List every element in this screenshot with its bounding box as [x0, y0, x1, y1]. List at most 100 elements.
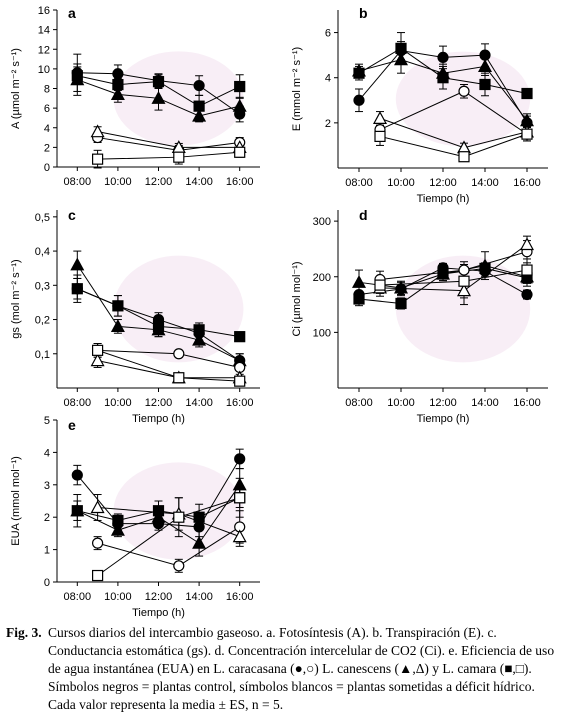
filled-square-point — [71, 505, 83, 517]
open-square-point — [173, 511, 185, 523]
figure-caption: Fig. 3. Cursos diarios del intercambio g… — [6, 624, 564, 714]
filled-circle-point — [353, 94, 365, 106]
x-axis-label: Tiempo (h) — [132, 607, 185, 619]
x-tick-label: 10:00 — [104, 176, 132, 188]
filled-square-point — [234, 80, 246, 93]
y-tick-label: 4 — [44, 447, 50, 459]
filled-square-point — [234, 331, 246, 343]
filled-triangle-point — [110, 87, 125, 100]
y-axis-label: Ci (µmol mol⁻¹) — [291, 261, 303, 336]
filled-triangle-point — [393, 280, 409, 294]
filled-triangle-point — [192, 535, 207, 549]
filled-circle-point — [234, 453, 246, 465]
x-axis-label: Tiempo (h) — [132, 413, 185, 425]
x-tick-label: 08:00 — [64, 176, 92, 188]
panel-a: 0 2 4 6 8 10 12 14 16 08:00 10:00 12:00 14:00 16:00 A … — [10, 5, 260, 188]
x-tick-label: 12:00 — [145, 591, 173, 603]
panel-letter: b — [359, 5, 368, 21]
y-tick-label: 6 — [44, 103, 50, 115]
filled-square-point — [152, 505, 165, 517]
y-tick-label: 10 — [38, 64, 50, 76]
filled-triangle-point — [477, 59, 493, 73]
filled-circle-point — [437, 51, 449, 64]
y-tick-label: 0,5 — [35, 212, 50, 224]
filled-square-point — [395, 42, 407, 54]
filled-circle-point — [193, 521, 205, 533]
y-tick-label: 0,1 — [35, 349, 50, 361]
filled-triangle-point — [110, 522, 125, 536]
panel-e: 0 1 2 3 4 5 08:00 10:00 12:00 14:00 16:00 Tiempo (h… — [10, 415, 260, 619]
y-tick-label: 6 — [325, 28, 331, 40]
y-tick-label: 16 — [38, 5, 50, 17]
filled-triangle-point — [151, 91, 166, 104]
open-square-point — [374, 130, 386, 142]
open-circle-point — [173, 348, 185, 360]
open-square-point — [234, 492, 246, 504]
open-square-point — [234, 375, 246, 387]
panel-letter: e — [68, 417, 76, 433]
y-axis-label: EUA (mmol mol⁻¹) — [10, 456, 22, 546]
filled-square-point — [521, 87, 533, 100]
x-tick-label: 10:00 — [387, 397, 415, 409]
filled-square-point — [71, 283, 83, 295]
x-tick-label: 16:00 — [226, 591, 254, 603]
y-tick-label: 8 — [44, 84, 50, 96]
caption-label: Fig. 3. — [6, 625, 42, 640]
background-haze — [113, 255, 244, 363]
x-tick-label: 12:00 — [429, 177, 457, 189]
x-tick-label: 14:00 — [471, 397, 499, 409]
open-circle-point — [91, 537, 104, 549]
y-tick-label: 300 — [313, 216, 331, 228]
background-haze — [395, 255, 531, 363]
y-tick-label: 100 — [313, 327, 331, 339]
y-tick-label: 5 — [44, 415, 50, 427]
x-axis-label: Tiempo (h) — [417, 413, 470, 425]
filled-square-point — [71, 70, 83, 82]
y-tick-label: 2 — [44, 142, 50, 154]
background-haze — [395, 51, 531, 147]
open-square-point — [458, 275, 470, 287]
x-tick-label: 14:00 — [471, 177, 499, 189]
panel-c: 0,1 0,2 0,3 0,4 0,5 08:00 10:00 12:00 14:00 16:00… — [10, 207, 260, 425]
open-square-point — [234, 146, 246, 158]
filled-square-point — [112, 514, 124, 527]
filled-square-point — [437, 268, 449, 280]
filled-square-point — [112, 300, 124, 312]
x-tick-label: 16:00 — [226, 176, 254, 188]
x-tick-label: 14:00 — [185, 176, 213, 188]
open-triangle-point — [90, 353, 105, 367]
x-tick-label: 12:00 — [145, 176, 173, 188]
filled-circle-point — [112, 68, 124, 80]
open-triangle-point — [90, 500, 105, 514]
background-haze — [113, 51, 244, 146]
y-tick-label: 2 — [325, 118, 331, 130]
filled-triangle-point — [110, 319, 125, 332]
y-tick-label: 4 — [325, 73, 331, 85]
series-line — [97, 360, 240, 379]
x-tick-label: 08:00 — [345, 177, 373, 189]
y-tick-label: 0,3 — [35, 280, 50, 292]
y-tick-label: 4 — [44, 123, 50, 135]
filled-triangle-point — [192, 108, 207, 122]
open-square-point — [374, 279, 386, 291]
filled-triangle-point — [393, 52, 409, 66]
filled-triangle-point — [151, 509, 166, 523]
x-tick-label: 08:00 — [345, 397, 373, 409]
x-tick-label: 12:00 — [145, 397, 173, 409]
x-tick-label: 10:00 — [104, 397, 132, 409]
y-tick-label: 2 — [44, 512, 50, 524]
x-tick-label: 16:00 — [226, 397, 254, 409]
filled-square-point — [353, 67, 365, 79]
x-tick-label: 12:00 — [429, 397, 457, 409]
filled-square-point — [193, 100, 205, 112]
open-triangle-point — [232, 529, 247, 543]
y-tick-label: 0 — [44, 162, 50, 174]
y-tick-label: 1 — [44, 545, 50, 557]
filled-triangle-point — [351, 275, 367, 288]
open-triangle-point — [372, 111, 388, 124]
filled-square-point — [353, 293, 365, 305]
filled-square-point — [193, 511, 205, 523]
filled-triangle-point — [192, 332, 207, 346]
x-tick-label: 14:00 — [185, 397, 213, 409]
panel-letter: a — [68, 5, 76, 21]
